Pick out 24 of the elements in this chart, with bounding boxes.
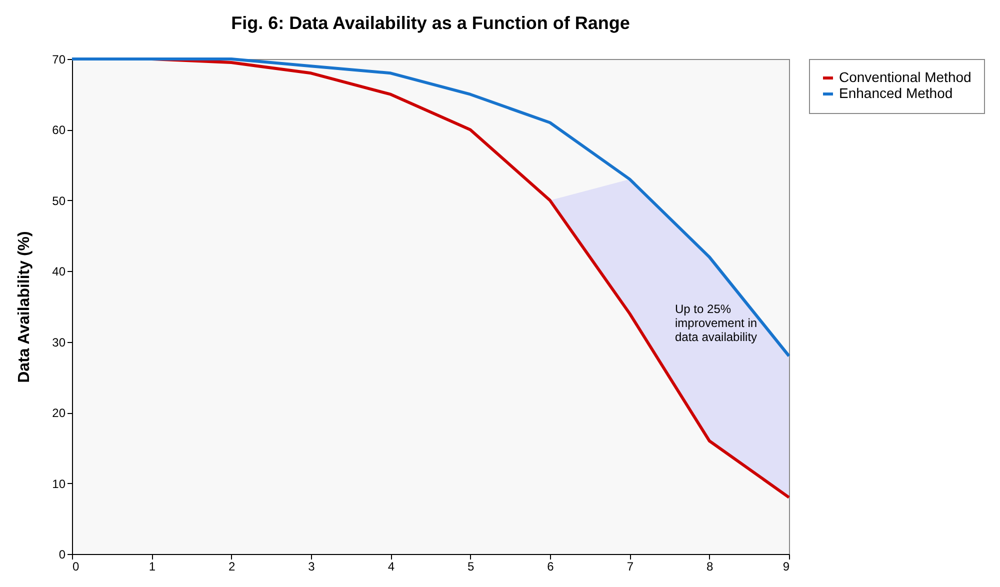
y-axis-title: Data Availability (%): [16, 231, 34, 383]
x-tick-label: 1: [148, 560, 156, 574]
legend-label: Conventional Method: [839, 69, 972, 85]
x-tick-label: 3: [308, 560, 316, 574]
x-tick-label: 7: [626, 560, 634, 574]
y-tick-label: 50: [52, 194, 66, 208]
y-tick-label: 40: [52, 264, 66, 279]
x-tick-label: 8: [706, 560, 714, 574]
annotation: Up to 25% improvement in data availability: [675, 302, 758, 344]
y-tick-label: 60: [52, 123, 66, 138]
y-tick-label: 0: [58, 548, 66, 562]
x-tick-label: 2: [228, 560, 236, 574]
y-tick-label: 20: [52, 406, 66, 420]
y-tick-label: 70: [52, 52, 66, 66]
x-tick-label: 6: [547, 560, 554, 574]
x-tick-label: 4: [388, 560, 395, 574]
legend-label: Enhanced Method: [839, 85, 953, 101]
x-tick-label: 9: [782, 560, 790, 574]
line-series: [70, 58, 790, 358]
x-tick-label: 5: [467, 560, 474, 574]
x-tick-label: 0: [72, 560, 80, 574]
y-tick-label: 30: [52, 335, 66, 350]
chart-title: Fig. 6: Data Availability as a Function of Range: [231, 13, 630, 33]
y-tick-label: 10: [52, 476, 66, 491]
